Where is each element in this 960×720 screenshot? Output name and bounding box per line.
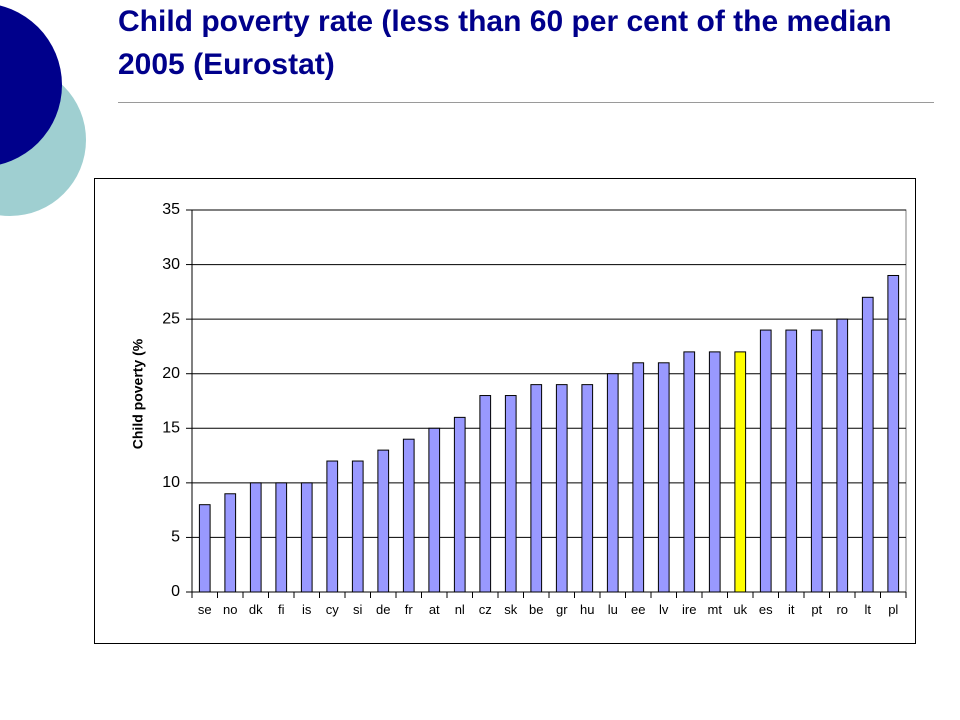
y-tick-label: 0 [171,583,180,600]
x-tick-label-it: it [788,602,795,617]
x-tick-label-hu: hu [580,602,594,617]
bar-lt [861,296,874,593]
slide-title: Child poverty rate (less than 60 per cen… [118,5,892,81]
bar-hu [581,384,594,593]
y-tick-label: 25 [162,310,180,327]
y-tick-label: 10 [162,474,180,491]
axes [186,209,907,598]
bar-es [759,329,772,593]
bar-lv [657,362,670,593]
bar-sk [504,395,517,593]
x-tick-label-cz: cz [479,602,492,617]
bar-is [300,482,313,593]
bar-lu [606,373,619,593]
x-tick-label-pt: pt [811,602,822,617]
x-tick-label-lu: lu [608,602,618,617]
bar-at [428,427,441,593]
x-tick-label-se: se [198,602,212,617]
bar-de [377,449,390,593]
y-tick-label: 35 [162,201,180,218]
bar-dk [249,482,262,593]
bar-chart: 0 5 10 15 20 25 30 35 se no dk fi is cy si de fr at nl cz sk… [130,201,907,617]
bar-nl [453,416,466,593]
bar-be [530,384,543,593]
bar-si [351,460,364,593]
labels: 0 5 10 15 20 25 30 35 se no dk fi is cy si de fr at nl cz sk… [162,201,898,617]
bar-fr [402,438,415,593]
bar-no [224,493,237,593]
x-tick-label-gr: gr [556,602,568,617]
y-tick-label: 20 [162,365,180,382]
x-tick-label-no: no [223,602,237,617]
title-divider [118,102,934,103]
x-tick-label-nl: nl [455,602,465,617]
x-tick-label-cy: cy [326,602,340,617]
x-tick-label-pl: pl [888,602,898,617]
bar-it [785,329,798,593]
x-tick-label-be: be [529,602,543,617]
x-tick-label-ire: ire [682,602,696,617]
bar-ro [836,318,849,593]
x-tick-label-is: is [302,602,312,617]
x-tick-label-fr: fr [405,602,414,617]
x-tick-label-sk: sk [504,602,518,617]
x-tick-label-si: si [353,602,363,617]
x-tick-label-uk: uk [733,602,747,617]
x-tick-label-fi: fi [278,602,285,617]
bar-pt [810,329,823,593]
bar-gr [555,384,568,593]
bar-mt [708,351,721,593]
x-tick-label-ee: ee [631,602,645,617]
y-tick-label: 30 [162,256,180,273]
dark-circle-shape [0,5,62,165]
gridlines [191,209,907,593]
x-tick-label-ro: ro [836,602,848,617]
bar-cy [326,460,339,593]
bar-ee [632,362,645,593]
x-tick-label-dk: dk [249,602,263,617]
x-tick-label-es: es [759,602,773,617]
y-tick-label: 5 [171,529,180,546]
y-tick-label: 15 [162,420,180,437]
bar-ire [683,351,696,593]
x-tick-label-lv: lv [659,602,669,617]
plot-area-border [191,209,907,593]
x-tick-label-de: de [376,602,390,617]
x-tick-label-mt: mt [708,602,723,617]
bar-uk [734,351,747,593]
x-tick-label-at: at [429,602,440,617]
x-tick-label-lt: lt [865,602,872,617]
bar-cz [479,395,492,593]
y-axis-title: Child poverty (% [130,338,146,449]
bar-fi [275,482,288,593]
decorative-circles [0,5,86,216]
bars [198,274,900,593]
bar-se [198,504,211,593]
bar-pl [887,274,900,593]
